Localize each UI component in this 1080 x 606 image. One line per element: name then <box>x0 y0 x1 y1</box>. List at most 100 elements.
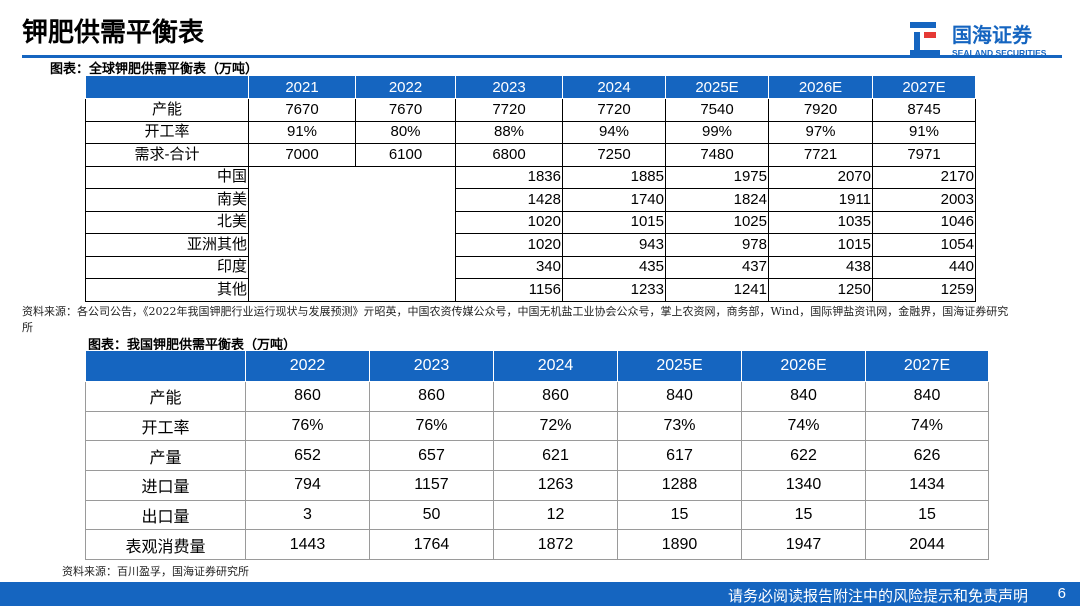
row-label: 其他 <box>85 278 249 302</box>
table-cell: 2170 <box>872 165 976 189</box>
table-cell: 97% <box>768 120 873 144</box>
table-cell: 435 <box>562 255 666 279</box>
table-row: 出口量 3 50 12 15 15 15 <box>85 499 989 531</box>
table-cell: 1947 <box>741 529 866 561</box>
table-row: 南美 1428 1740 1824 1911 2003 <box>85 188 976 212</box>
table-cell: 76% <box>245 410 370 442</box>
table-cell: 1740 <box>562 188 666 212</box>
table-cell: 622 <box>741 440 866 472</box>
row-label: 北美 <box>85 210 249 234</box>
table-cell: 91% <box>872 120 976 144</box>
blank-cell <box>248 165 456 302</box>
footer-bar: 请务必阅读报告附注中的风险提示和免责声明 6 <box>0 582 1080 606</box>
table-cell: 860 <box>245 381 370 412</box>
table-row: 亚洲其他 1020 943 978 1015 1054 <box>85 233 976 257</box>
table-cell: 7971 <box>872 143 976 167</box>
table-cell: 94% <box>562 120 666 144</box>
table-cell: 1836 <box>455 165 563 189</box>
table-row: 产能 860 860 860 840 840 840 <box>85 381 989 412</box>
table-cell: 657 <box>369 440 494 472</box>
table-cell: 72% <box>493 410 618 442</box>
logo-bar <box>910 50 940 55</box>
table-cell: 7670 <box>355 98 456 122</box>
table-cell: 6100 <box>355 143 456 167</box>
table-cell: 15 <box>617 499 742 531</box>
table-cell: 1288 <box>617 470 742 501</box>
table-cell: 73% <box>617 410 742 442</box>
header-rule <box>22 55 1062 58</box>
table-cell: 76% <box>369 410 494 442</box>
row-label: 产量 <box>85 440 246 472</box>
table-cell: 438 <box>768 255 873 279</box>
table-cell: 1241 <box>665 278 769 302</box>
table-cell: 978 <box>665 233 769 257</box>
table-cell: 1015 <box>562 210 666 234</box>
table-cell: 1824 <box>665 188 769 212</box>
table-cell: 794 <box>245 470 370 501</box>
header-cell <box>85 75 249 99</box>
table-cell: 2070 <box>768 165 873 189</box>
table-cell: 1434 <box>865 470 989 501</box>
row-label: 产能 <box>85 381 246 412</box>
table-cell: 15 <box>741 499 866 531</box>
source-note: 资料来源：各公司公告，《2022年我国钾肥行业运行现状与发展预测》亓昭英，中国农… <box>22 305 1009 334</box>
table-cell: 840 <box>865 381 989 412</box>
source-note: 资料来源：百川盈孚，国海证券研究所 <box>62 565 249 578</box>
table-cell: 7920 <box>768 98 873 122</box>
header-cell: 2024 <box>493 350 618 382</box>
table-cell: 1046 <box>872 210 976 234</box>
header-cell: 2027E <box>865 350 989 382</box>
table-cell: 1975 <box>665 165 769 189</box>
table-cell: 1764 <box>369 529 494 561</box>
header-cell: 2022 <box>245 350 370 382</box>
header-cell: 2027E <box>872 75 976 99</box>
row-label: 产能 <box>85 98 249 122</box>
table-cell: 1872 <box>493 529 618 561</box>
disclaimer: 请务必阅读报告附注中的风险提示和免责声明 <box>727 588 1028 605</box>
logo: 国海证券 SEALAND SECURITIES <box>910 22 1047 58</box>
header-cell: 2021 <box>248 75 356 99</box>
header-cell: 2022 <box>355 75 456 99</box>
table-row: 进口量 794 1157 1263 1288 1340 1434 <box>85 470 989 501</box>
table-cell: 99% <box>665 120 769 144</box>
row-label: 需求-合计 <box>85 143 249 167</box>
table-cell: 1263 <box>493 470 618 501</box>
table-cell: 1156 <box>455 278 563 302</box>
table-cell: 1054 <box>872 233 976 257</box>
table-cell: 1428 <box>455 188 563 212</box>
table-cell: 617 <box>617 440 742 472</box>
table-cell: 2044 <box>865 529 989 561</box>
table-cell: 1250 <box>768 278 873 302</box>
table-row: 表观消费量 1443 1764 1872 1890 1947 2044 <box>85 529 989 561</box>
table-cell: 860 <box>493 381 618 412</box>
table-cell: 1020 <box>455 233 563 257</box>
logo-english: SEALAND SECURITIES <box>952 48 1047 58</box>
row-label: 开工率 <box>85 120 249 144</box>
header-cell: 2025E <box>617 350 742 382</box>
table-cell: 652 <box>245 440 370 472</box>
header-cell <box>85 350 246 382</box>
table-caption: 图表：全球钾肥供需平衡表（万吨） <box>50 62 259 77</box>
table-cell: 50 <box>369 499 494 531</box>
table-row: 印度 340 435 437 438 440 <box>85 255 976 279</box>
header-cell: 2023 <box>455 75 563 99</box>
table-cell: 340 <box>455 255 563 279</box>
table-cell: 3 <box>245 499 370 531</box>
row-label: 出口量 <box>85 499 246 531</box>
table-cell: 2003 <box>872 188 976 212</box>
page-number: 6 <box>1057 585 1066 602</box>
table-cell: 1340 <box>741 470 866 501</box>
table-cell: 1015 <box>768 233 873 257</box>
table-cell: 437 <box>665 255 769 279</box>
table-cell: 1259 <box>872 278 976 302</box>
row-label: 印度 <box>85 255 249 279</box>
row-label: 亚洲其他 <box>85 233 249 257</box>
table-row: 产能 7670 7670 7720 7720 7540 7920 8745 <box>85 98 976 122</box>
table-cell: 1025 <box>665 210 769 234</box>
row-label: 中国 <box>85 165 249 189</box>
table-row: 开工率 91% 80% 88% 94% 99% 97% 91% <box>85 120 976 144</box>
table-cell: 7720 <box>455 98 563 122</box>
table-cell: 7721 <box>768 143 873 167</box>
table-cell: 7000 <box>248 143 356 167</box>
